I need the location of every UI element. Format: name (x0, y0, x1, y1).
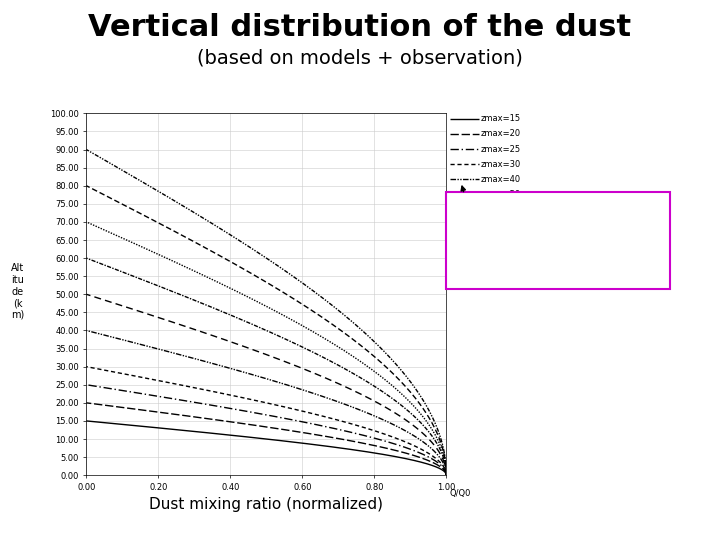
Text: Analytical formula: Analytical formula (489, 210, 627, 225)
Text: Alt
itu
de
(k
m): Alt itu de (k m) (12, 264, 24, 320)
Text: zmax=70: zmax=70 (481, 220, 521, 229)
Text: (km): (km) (583, 256, 624, 271)
Text: Defined by one: Defined by one (500, 233, 616, 248)
Text: zmax=60: zmax=60 (481, 205, 521, 214)
Text: zmax=40: zmax=40 (481, 175, 521, 184)
Text: zmax=30: zmax=30 (481, 160, 521, 168)
X-axis label: Dust mixing ratio (normalized): Dust mixing ratio (normalized) (150, 497, 383, 512)
Text: zmax=25: zmax=25 (481, 145, 521, 153)
Text: zmax=90: zmax=90 (481, 251, 521, 259)
Text: Q/Q0: Q/Q0 (450, 489, 472, 498)
Text: Zmax: Zmax (544, 256, 588, 271)
Text: zmax=15: zmax=15 (481, 114, 521, 123)
Text: Vertical distribution of the dust: Vertical distribution of the dust (89, 14, 631, 43)
Text: (based on models + observation): (based on models + observation) (197, 49, 523, 68)
Text: parameter: parameter (458, 256, 544, 271)
Text: zmax=80: zmax=80 (481, 235, 521, 244)
Text: zmax=50: zmax=50 (481, 190, 521, 199)
Text: zmax=20: zmax=20 (481, 130, 521, 138)
